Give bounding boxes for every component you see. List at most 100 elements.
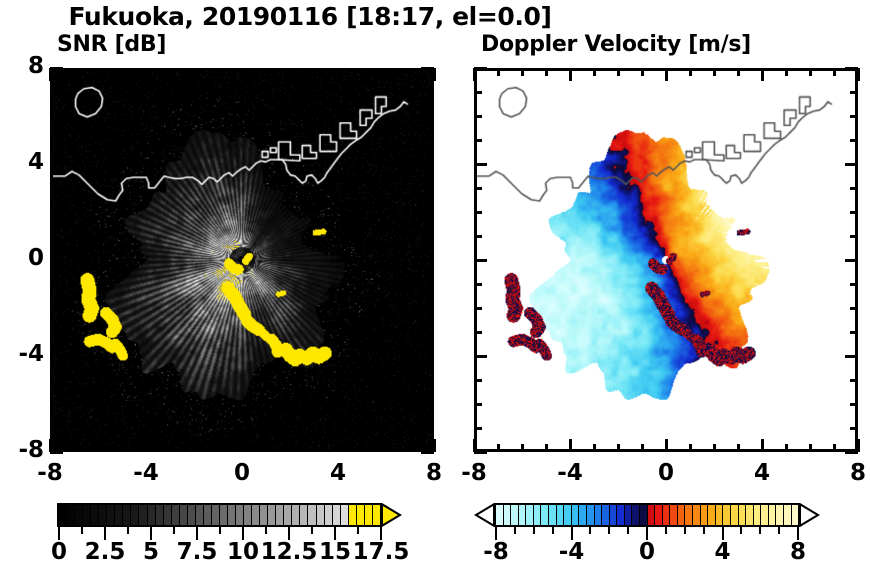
x-tick (472, 68, 476, 81)
y-tick (850, 282, 858, 286)
doppler-colorbar[interactable]: -8 -4 0 4 8 (472, 503, 822, 565)
colorbar-segment (669, 505, 677, 525)
colorbar-segment (555, 505, 564, 525)
y-tick (474, 210, 482, 214)
colorbar-label: 12.5 (260, 539, 318, 565)
snr-colorbar-gradient (57, 503, 382, 527)
x-tick (216, 68, 220, 76)
colorbar-tick (104, 527, 106, 540)
colorbar-segment (291, 505, 300, 525)
colorbar-tick (357, 527, 359, 534)
colorbar-segment (654, 505, 662, 525)
colorbar-segment (646, 505, 655, 525)
colorbar-segment (162, 505, 171, 525)
x-tick (784, 68, 788, 76)
y-tick (50, 234, 58, 238)
colorbar-segment (251, 505, 260, 525)
x-tick (384, 68, 388, 76)
colorbar-segment (496, 505, 503, 525)
colorbar-segment (114, 505, 123, 525)
x-tick (312, 68, 316, 76)
colorbar-tick (58, 527, 60, 540)
snr-plot-panel[interactable] (50, 68, 434, 452)
x-tick (664, 68, 668, 81)
doppler-under-arrow-fill (478, 506, 493, 524)
colorbar-tick (797, 527, 799, 540)
y-tick (426, 234, 434, 238)
colorbar-segment (707, 505, 715, 525)
colorbar-label: 0 (50, 539, 67, 565)
colorbar-segment (90, 505, 99, 525)
x-tick (736, 444, 740, 452)
y-tick (426, 210, 434, 214)
colorbar-tick (288, 527, 290, 540)
y-tick (50, 258, 63, 262)
x-tick (592, 68, 596, 76)
x-tick (568, 68, 572, 81)
colorbar-segment (275, 505, 284, 525)
y-tick (474, 114, 482, 118)
y-tick (50, 426, 58, 430)
doppler-radar-image (477, 71, 855, 449)
y-tick (50, 378, 58, 382)
x-tick (168, 68, 172, 76)
colorbar-segment (154, 505, 163, 525)
colorbar-tick (778, 527, 781, 534)
doppler-over-arrow-fill (801, 506, 816, 524)
colorbar-segment (737, 505, 746, 525)
colorbar-tick (683, 527, 686, 534)
x-tick (496, 444, 500, 452)
colorbar-segment (570, 505, 579, 525)
x-tick (520, 68, 524, 76)
x-tick (760, 68, 764, 81)
y-tick (421, 258, 434, 262)
x-tick (520, 444, 524, 452)
colorbar-segment (638, 505, 647, 525)
y-tick (850, 114, 858, 118)
colorbar-segment (98, 505, 107, 525)
x-tick (168, 444, 172, 452)
x-tick (856, 68, 860, 81)
colorbar-tick (495, 527, 497, 540)
colorbar-label: -8 (483, 539, 509, 565)
x-tick (432, 439, 436, 452)
y-tick (426, 378, 434, 382)
snr-colorbar[interactable]: 0 2.5 5 7.5 10 12.5 15 17.5 (51, 503, 409, 565)
doppler-plot-panel[interactable] (474, 68, 858, 452)
colorbar-label: 5 (142, 539, 159, 565)
x-tick (384, 444, 388, 452)
colorbar-segment (616, 505, 624, 525)
colorbar-label: 0 (638, 539, 655, 565)
x-tick (808, 444, 812, 452)
x-tick (568, 439, 572, 452)
x-tick (264, 68, 268, 76)
colorbar-segment (331, 505, 340, 525)
y-tick (850, 138, 858, 142)
y-tick (50, 330, 58, 334)
x-tick (360, 68, 364, 76)
y-tick (474, 258, 487, 262)
colorbar-segment (202, 505, 211, 525)
colorbar-tick (589, 527, 592, 534)
y-tick (474, 234, 482, 238)
doppler-colorbar-gradient (494, 503, 800, 527)
x-tick (96, 68, 100, 76)
colorbar-segment (355, 505, 364, 525)
colorbar-label: -4 (558, 539, 585, 565)
colorbar-segment (283, 505, 292, 525)
colorbar-segment (66, 505, 75, 525)
y-tick (474, 282, 482, 286)
colorbar-segment (601, 505, 609, 525)
y-tick (50, 354, 63, 358)
x-tick (640, 68, 644, 76)
y-tick (474, 138, 482, 142)
x-tick (216, 444, 220, 452)
colorbar-tick (173, 527, 175, 534)
colorbar-segment (178, 505, 187, 525)
x-tick (120, 444, 124, 452)
dop-x-axis-label: 8 (849, 460, 866, 486)
colorbar-tick (721, 527, 724, 540)
y-tick (474, 378, 482, 382)
x-tick (760, 439, 764, 452)
colorbar-segment (623, 505, 632, 525)
